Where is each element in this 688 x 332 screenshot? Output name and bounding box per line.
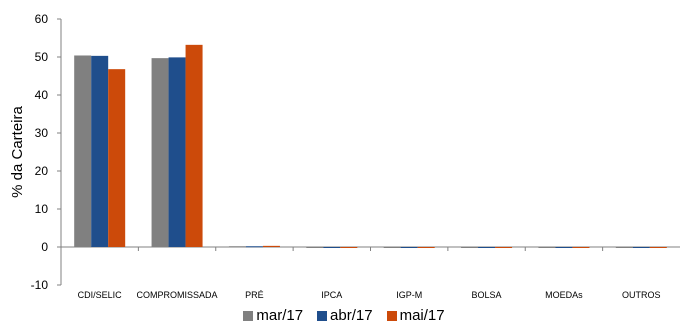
bar-mar-17-5: [461, 247, 479, 248]
bar-mar-17-1: [151, 58, 169, 247]
x-tick-label: COMPROMISSADA: [137, 290, 218, 300]
legend-item: abr/17: [317, 307, 373, 324]
bar-abr-17-3: [323, 247, 341, 248]
bar-mai-17-1: [185, 44, 203, 248]
bar-mai-17-5: [495, 247, 513, 248]
x-tick-label: PRÉ: [245, 290, 264, 300]
bar-mai-17-2: [262, 245, 280, 247]
axes: -10 0 10 20 30 40 50 60 CDI/SELIC COMPROMISSADA PR…: [31, 12, 680, 300]
y-axis-label: % da Carteira: [9, 105, 26, 197]
bar-abr-17-4: [400, 247, 418, 248]
y-tick-label: 10: [35, 202, 49, 216]
legend-item: mai/17: [386, 307, 445, 324]
legend-label: mai/17: [399, 307, 445, 324]
bar-mai-17-6: [572, 247, 590, 248]
x-tick-label: MOEDAs: [545, 290, 583, 300]
bars: [74, 44, 667, 248]
bar-abr-17-0: [91, 55, 109, 247]
y-tick-label: 50: [35, 50, 49, 64]
x-tick-label: IPCA: [321, 290, 342, 300]
bar-mar-17-0: [74, 55, 92, 248]
x-tick-label: IGP-M: [396, 290, 422, 300]
legend-swatch: [317, 310, 328, 321]
bar-abr-17-6: [555, 247, 573, 248]
bar-abr-17-2: [245, 246, 263, 248]
x-tick-label: OUTROS: [622, 290, 661, 300]
legend-label: mar/17: [256, 307, 304, 324]
bar-mai-17-3: [340, 247, 358, 248]
bar-abr-17-1: [168, 57, 186, 247]
legend-swatch: [243, 310, 254, 321]
y-tick-label: 60: [35, 12, 49, 26]
x-tick-label: BOLSA: [472, 290, 502, 300]
legend-item: mar/17: [243, 307, 303, 324]
bar-mar-17-6: [538, 247, 556, 248]
y-tick-label: 40: [35, 88, 49, 102]
legend: mar/17 abr/17 mai/17: [0, 307, 688, 324]
bar-mai-17-7: [649, 247, 667, 248]
bar-mar-17-7: [615, 247, 633, 248]
x-tick-label: CDI/SELIC: [78, 290, 123, 300]
y-tick-label: 20: [35, 164, 49, 178]
y-tick-label: -10: [31, 278, 49, 292]
bar-mar-17-4: [383, 247, 401, 248]
bar-mai-17-4: [417, 247, 435, 248]
y-tick-label: 0: [41, 240, 48, 254]
bar-abr-17-7: [632, 247, 650, 248]
bar-mai-17-0: [108, 69, 126, 247]
legend-label: abr/17: [330, 307, 373, 324]
bar-mar-17-3: [306, 247, 324, 248]
bar-mar-17-2: [228, 246, 246, 248]
bar-abr-17-5: [478, 247, 496, 248]
legend-swatch: [386, 310, 397, 321]
y-tick-label: 30: [35, 126, 49, 140]
